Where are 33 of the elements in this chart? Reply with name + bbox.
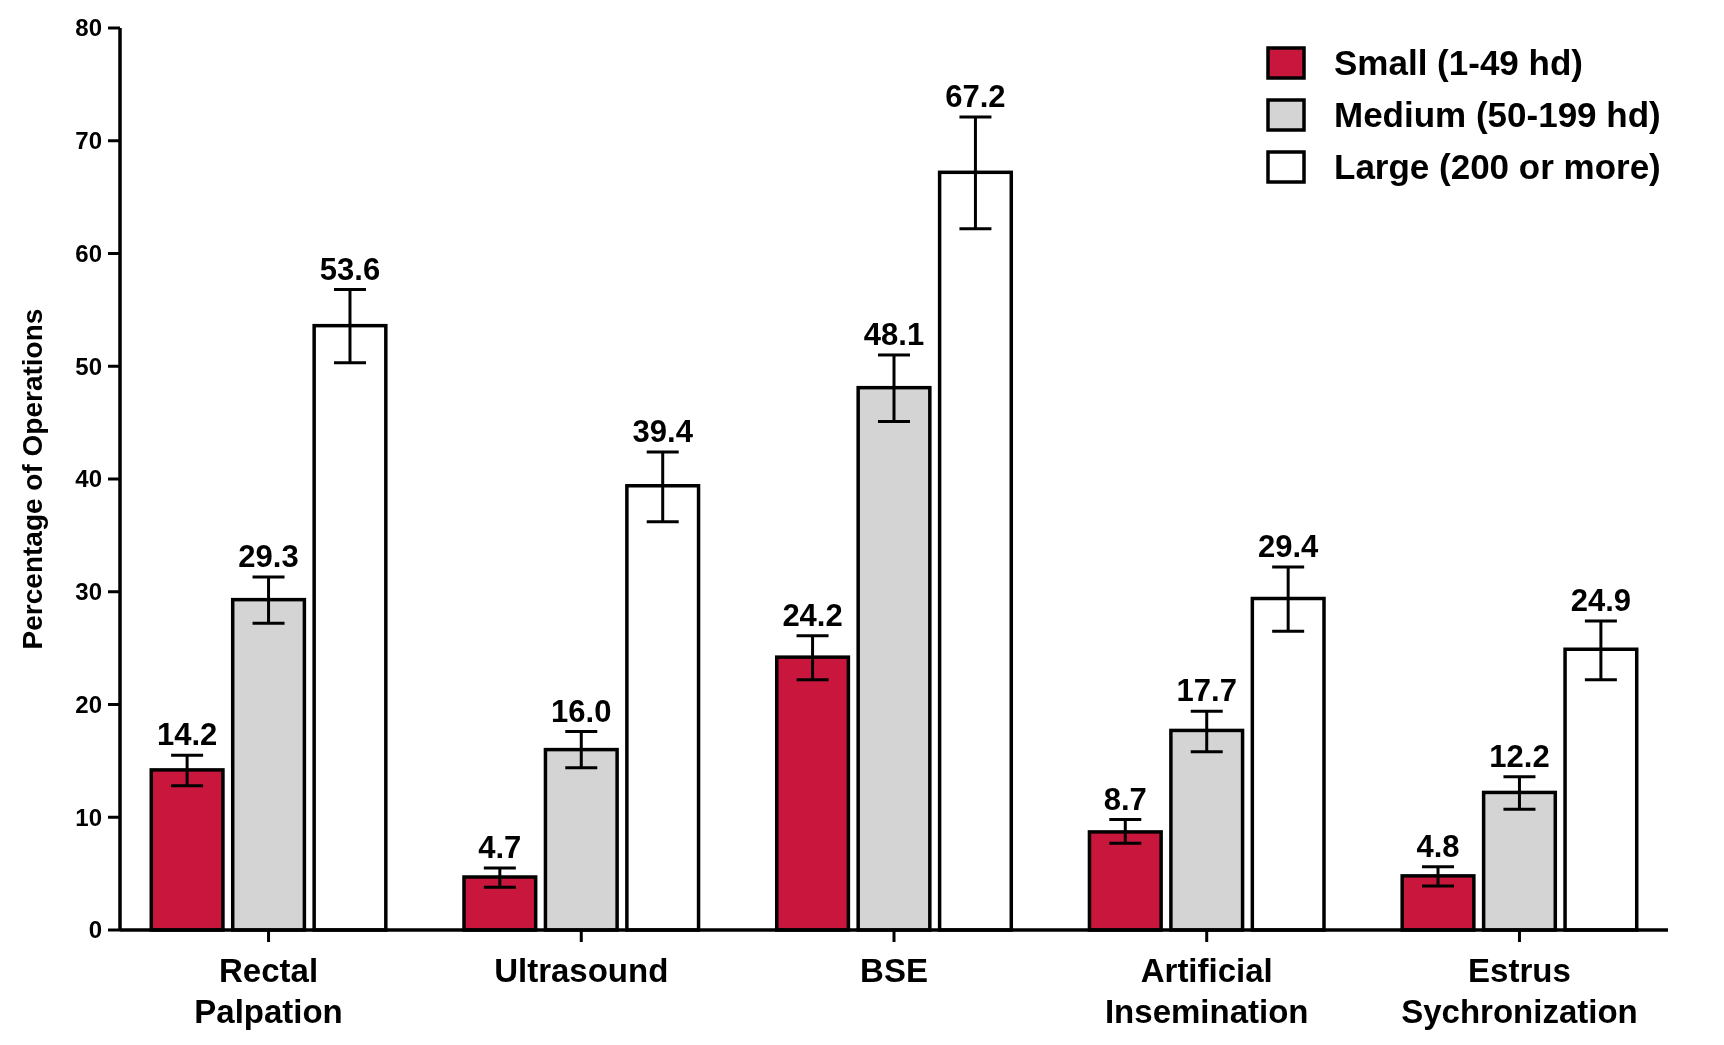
legend-label: Large (200 or more) (1334, 147, 1661, 187)
legend-label: Medium (50-199 hd) (1334, 95, 1661, 135)
x-tick-label: Artificial Insemination (1104, 952, 1309, 1030)
text: 53.6 (319, 251, 381, 287)
x-tick-label: Estrus Sychronization (1401, 952, 1638, 1030)
text: 39.4 (632, 413, 693, 449)
x-tick-label: BSE (860, 952, 928, 989)
legend-label: Small (1-49 hd) (1334, 43, 1583, 83)
text: 17.7 (1176, 673, 1237, 709)
y-tick-label: 10 (75, 803, 102, 831)
text: 4.7 (478, 829, 522, 865)
text: 29.4 (1257, 528, 1319, 564)
text: 12.2 (1489, 738, 1550, 774)
y-axis-title: Percentage of Operations (17, 308, 48, 650)
text: 14.2 (156, 717, 218, 753)
text: 4.8 (1416, 828, 1460, 864)
y-tick-label: 40 (75, 465, 102, 493)
y-tick-label: 0 (88, 916, 102, 944)
y-tick-label: 20 (75, 690, 102, 718)
y-tick-label: 50 (75, 352, 102, 380)
y-tick-label: 70 (75, 127, 102, 155)
text: 67.2 (945, 79, 1006, 115)
text: 8.7 (1103, 781, 1147, 817)
x-tick-label: Ultrasound (494, 952, 669, 989)
x-tick-label: Rectal Palpation (194, 952, 343, 1030)
y-tick-label: 80 (75, 14, 102, 42)
text: 16.0 (551, 693, 612, 729)
text: 29.3 (238, 539, 299, 575)
text: 48.1 (863, 316, 925, 352)
text: 24.9 (1570, 583, 1632, 619)
y-tick-label: 60 (75, 239, 102, 267)
text: 24.2 (782, 597, 843, 633)
y-tick-label: 30 (75, 578, 102, 606)
